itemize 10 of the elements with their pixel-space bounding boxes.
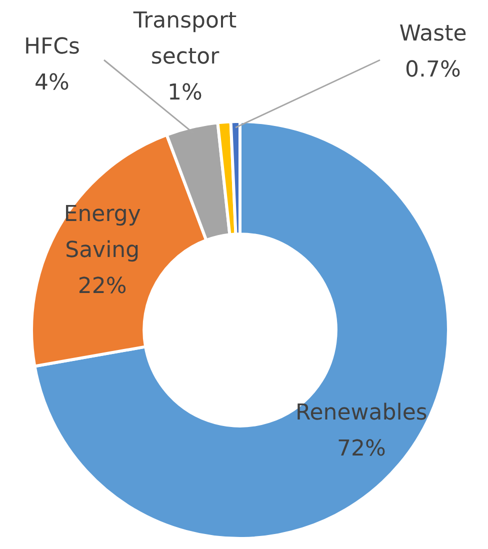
slice-label: Renewables [295,400,428,426]
data-label: 4% [34,70,70,96]
data-label: 72% [336,436,386,462]
slice-label: Waste [399,22,467,47]
data-label: 1% [168,80,202,106]
slice-label: HFCs [24,34,80,60]
slice-label: Energy Saving [64,202,141,264]
data-label: 0.7% [405,58,461,83]
data-label: 22% [78,274,127,300]
slice-label: Transport sector [132,8,237,70]
